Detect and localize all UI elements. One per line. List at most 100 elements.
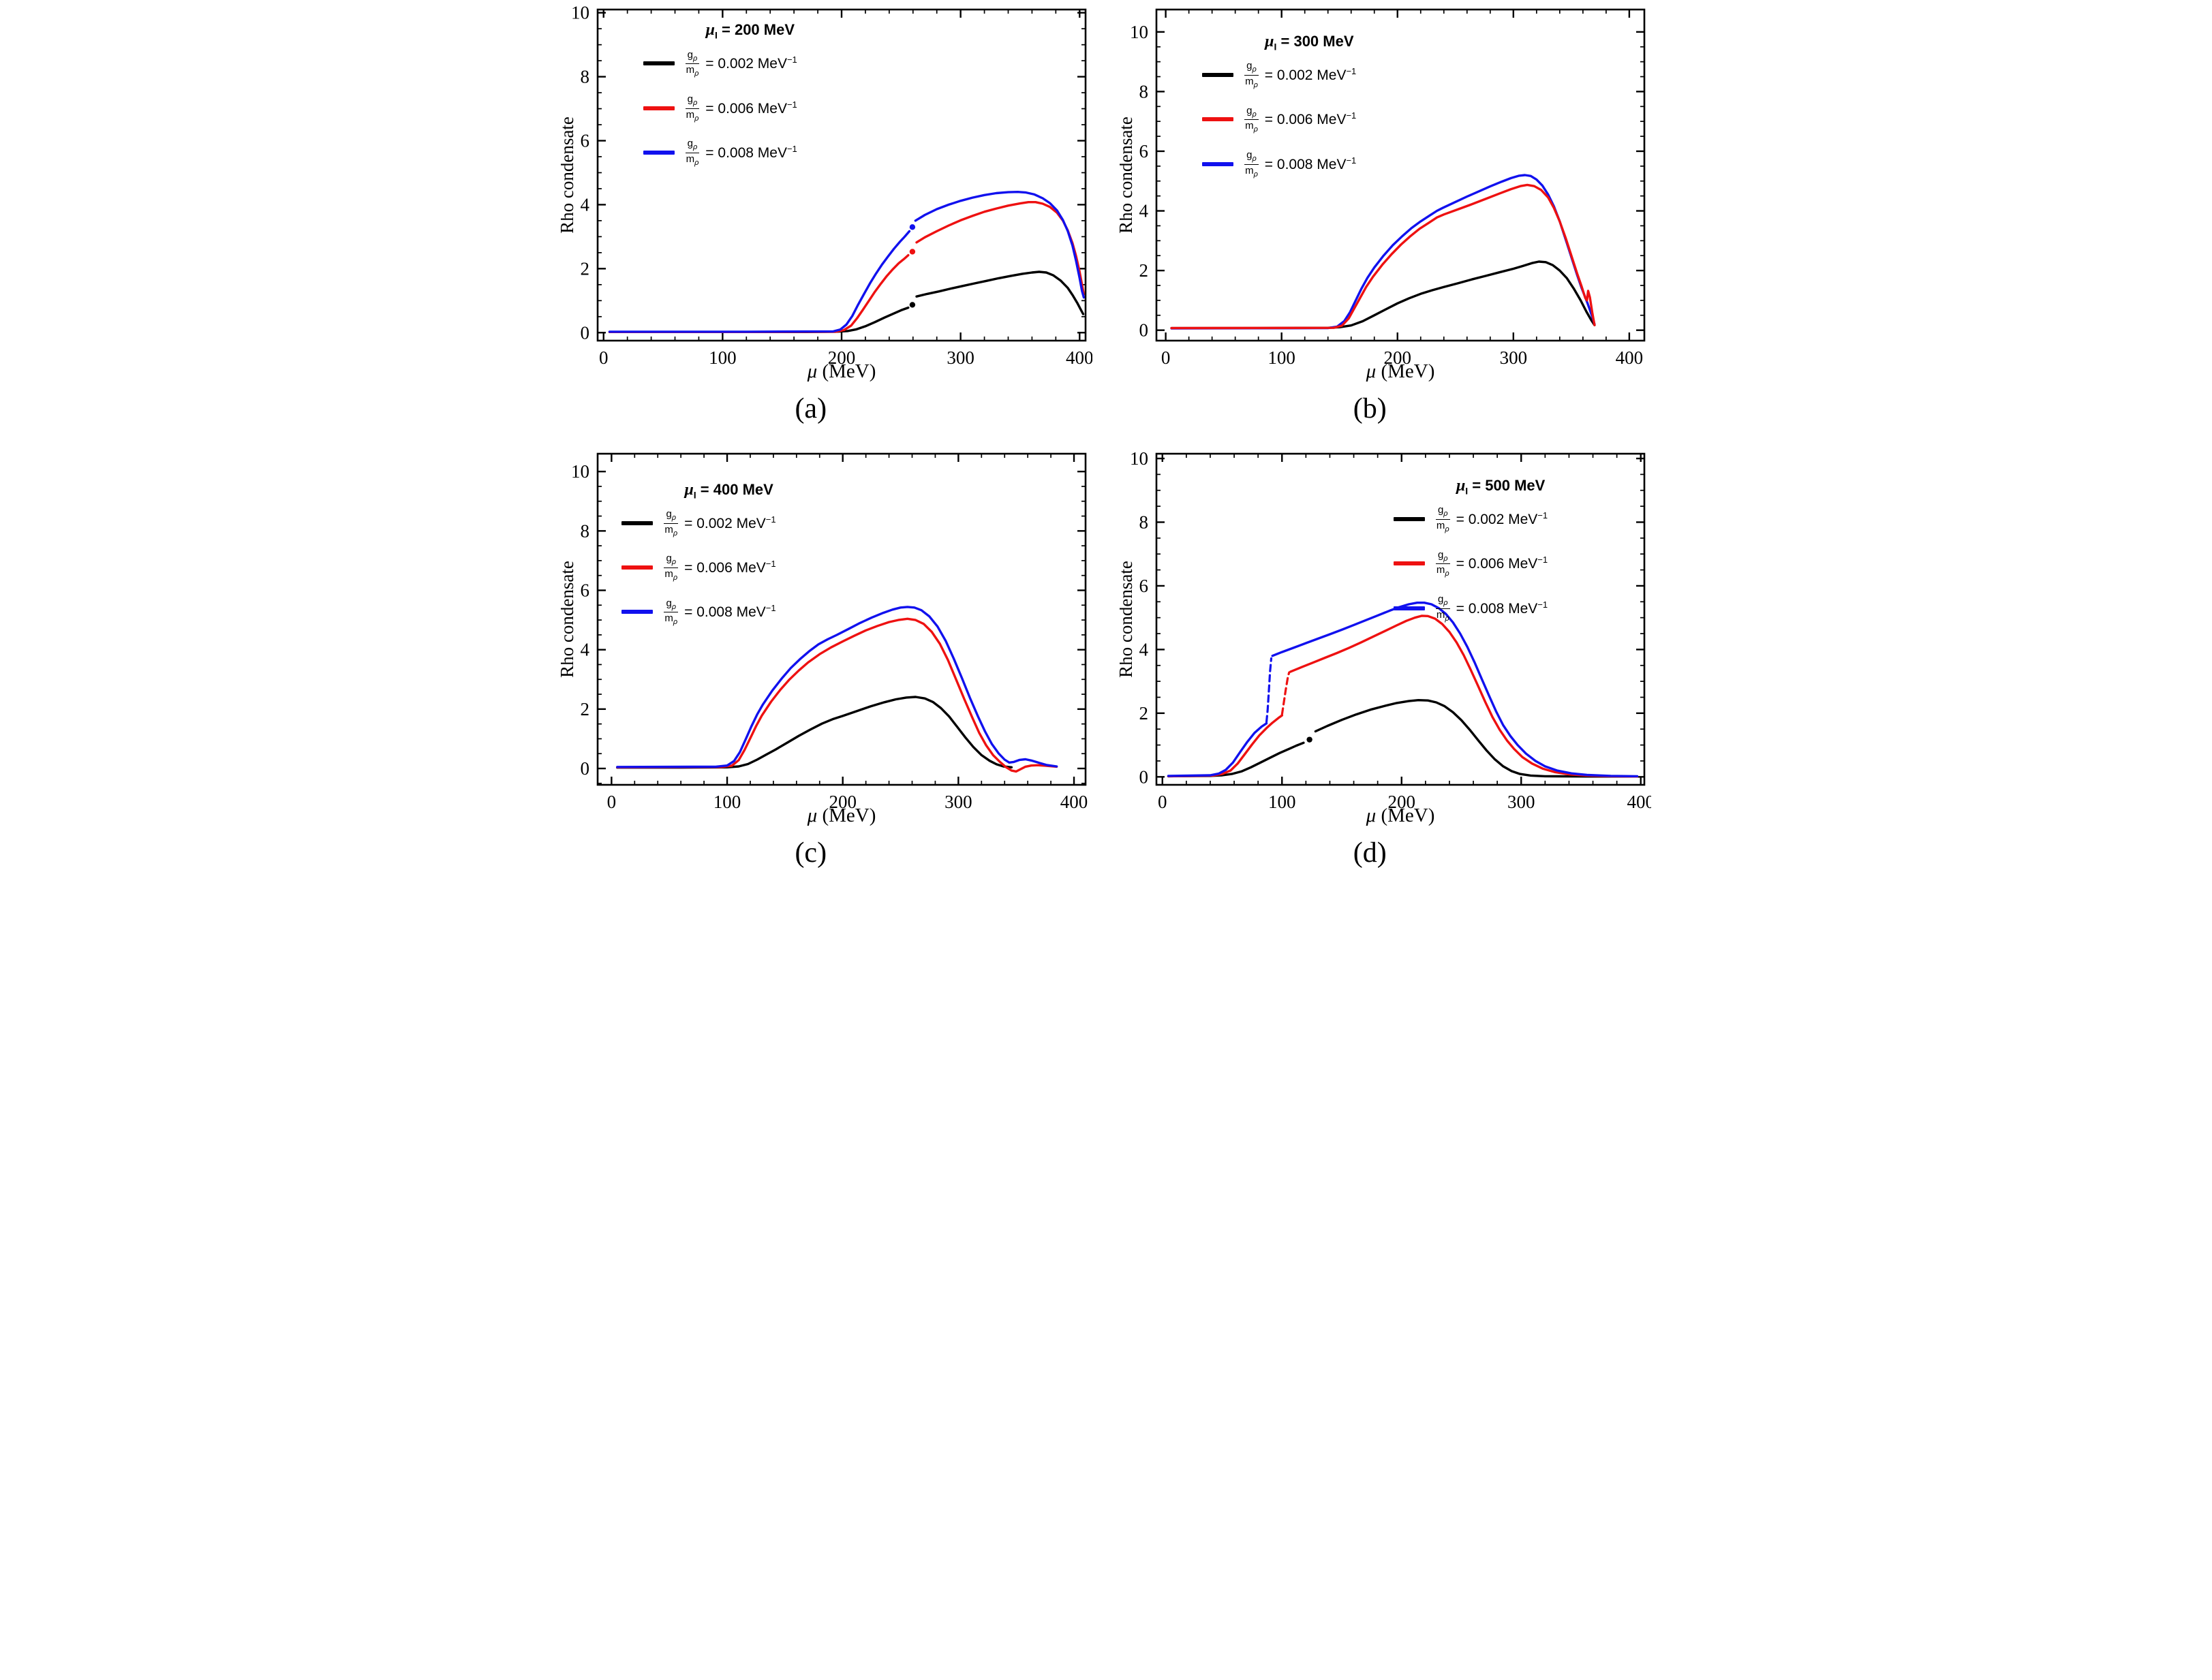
chart-c: 0 100 200 300 400 0 2 4 6 8 10 μ (MeV) Rho condensat…	[561, 452, 1088, 826]
svg-text:6: 6	[580, 131, 589, 151]
svg-text:4: 4	[1139, 201, 1149, 221]
svg-text:400: 400	[1627, 792, 1652, 812]
coupling-value: = 0.008 MeV−1	[1456, 599, 1548, 617]
coupling-fraction: gρ mρ	[664, 553, 679, 582]
coupling-value: = 0.006 MeV−1	[705, 99, 797, 116]
svg-text:0: 0	[1139, 766, 1149, 787]
coupling-fraction: gρ mρ	[1244, 149, 1259, 178]
panel-a: 0 100 200 300 400 0 2 4 6 8 10 μ (MeV) Rho condensat…	[553, 4, 1101, 425]
legend-line-swatch-black	[621, 520, 654, 525]
legend-entry-0.002: gρ mρ = 0.002 MeV−1	[1202, 60, 1356, 89]
chart-b: 0 100 200 300 400 0 2 4 6 8 10 μ (MeV) Rho condensat…	[1120, 8, 1646, 382]
svg-text:100: 100	[709, 347, 737, 368]
svg-text:100: 100	[1268, 792, 1296, 812]
svg-text:300: 300	[947, 347, 974, 368]
svg-text:8: 8	[1139, 81, 1149, 102]
coupling-value: = 0.002 MeV−1	[705, 55, 797, 72]
svg-text:μ (MeV): μ (MeV)	[1366, 360, 1435, 382]
legend-line-swatch-red	[1393, 561, 1425, 566]
coupling-fraction: gρ mρ	[1244, 104, 1259, 134]
coupling-value: = 0.006 MeV−1	[684, 558, 776, 576]
svg-text:200: 200	[828, 347, 856, 368]
legend-entry-0.006: gρ mρ = 0.006 MeV−1	[621, 553, 776, 582]
legend-title: μI = 400 MeV	[684, 480, 773, 500]
coupling-fraction: gρ mρ	[1435, 504, 1450, 534]
svg-text:0: 0	[606, 792, 616, 812]
legend-c: μI = 400 MeV gρ mρ = 0.002 MeV−1 gρ mρ = 0.006…	[621, 480, 776, 642]
svg-text:2: 2	[1139, 703, 1149, 724]
svg-text:0: 0	[580, 322, 589, 343]
svg-text:400: 400	[1616, 347, 1644, 368]
plot-area-a: 0 100 200 300 400 0 2 4 6 8 10 μ (MeV) Rho condensat…	[561, 4, 1092, 386]
svg-text:4: 4	[580, 640, 589, 660]
plot-area-d: 0 100 200 300 400 0 2 4 6 8 10 μ (MeV) Rho condensat…	[1120, 448, 1651, 830]
legend-a: μI = 200 MeV gρ mρ = 0.002 MeV−1 gρ mρ = 0.006…	[643, 21, 797, 182]
legend-line-swatch-blue	[1202, 161, 1234, 166]
coupling-fraction: gρ mρ	[685, 138, 700, 167]
svg-text:Rho condensate: Rho condensate	[1120, 116, 1136, 234]
legend-entry-0.008: gρ mρ = 0.008 MeV−1	[643, 138, 797, 167]
svg-text:10: 10	[1130, 22, 1148, 42]
coupling-fraction: gρ mρ	[664, 597, 679, 627]
coupling-value: = 0.008 MeV−1	[684, 603, 776, 621]
svg-text:2: 2	[580, 258, 589, 279]
coupling-fraction: gρ mρ	[664, 508, 679, 538]
svg-text:8: 8	[580, 520, 589, 541]
plot-area-b: 0 100 200 300 400 0 2 4 6 8 10 μ (MeV) Rho condensat…	[1120, 4, 1651, 386]
svg-text:300: 300	[1507, 792, 1535, 812]
svg-text:4: 4	[580, 194, 589, 215]
svg-text:Rho condensate: Rho condensate	[561, 116, 577, 234]
legend-entry-0.008: gρ mρ = 0.008 MeV−1	[1202, 149, 1356, 178]
legend-entry-0.006: gρ mρ = 0.006 MeV−1	[643, 93, 797, 123]
panel-b: 0 100 200 300 400 0 2 4 6 8 10 μ (MeV) Rho condensat…	[1112, 4, 1659, 425]
legend-title: μI = 500 MeV	[1456, 477, 1546, 497]
coupling-value: = 0.008 MeV−1	[705, 143, 797, 161]
legend-line-swatch-blue	[621, 610, 654, 615]
legend-line-swatch-blue	[1393, 606, 1425, 610]
coupling-fraction: gρ mρ	[685, 93, 700, 123]
svg-text:0: 0	[1161, 347, 1171, 368]
svg-text:6: 6	[580, 580, 589, 601]
legend-line-swatch-red	[643, 106, 675, 110]
svg-text:200: 200	[1388, 792, 1416, 812]
panel-d: 0 100 200 300 400 0 2 4 6 8 10 μ (MeV) Rho condensat…	[1112, 448, 1659, 869]
svg-text:8: 8	[580, 67, 589, 87]
panel-c: 0 100 200 300 400 0 2 4 6 8 10 μ (MeV) Rho condensat…	[553, 448, 1101, 869]
svg-text:400: 400	[1060, 792, 1088, 812]
svg-text:Rho condensate: Rho condensate	[1120, 561, 1136, 678]
svg-text:300: 300	[944, 792, 972, 812]
svg-text:μ (MeV): μ (MeV)	[806, 805, 876, 826]
svg-text:200: 200	[1384, 347, 1412, 368]
coupling-value: = 0.002 MeV−1	[1456, 510, 1548, 528]
legend-d: μI = 500 MeV gρ mρ = 0.002 MeV−1 gρ mρ = 0.006…	[1393, 477, 1548, 638]
svg-text:10: 10	[1130, 448, 1148, 469]
svg-text:100: 100	[713, 792, 741, 812]
legend-entry-0.008: gρ mρ = 0.008 MeV−1	[621, 597, 776, 627]
svg-text:8: 8	[1139, 512, 1149, 532]
svg-text:2: 2	[1139, 260, 1149, 281]
legend-entry-0.002: gρ mρ = 0.002 MeV−1	[1393, 504, 1548, 534]
coupling-value: = 0.006 MeV−1	[1456, 555, 1548, 572]
legend-title: μI = 200 MeV	[705, 21, 795, 41]
svg-text:4: 4	[1139, 639, 1149, 659]
figure-grid: 0 100 200 300 400 0 2 4 6 8 10 μ (MeV) Rho condensat…	[553, 0, 1659, 886]
caption-d: (d)	[1353, 837, 1387, 869]
legend-entry-0.002: gρ mρ = 0.002 MeV−1	[643, 49, 797, 78]
legend-b: μI = 300 MeV gρ mρ = 0.002 MeV−1 gρ mρ = 0.006…	[1202, 33, 1356, 193]
legend-title: μI = 300 MeV	[1265, 33, 1354, 52]
legend-entry-0.002: gρ mρ = 0.002 MeV−1	[621, 508, 776, 538]
svg-text:100: 100	[1268, 347, 1296, 368]
svg-text:6: 6	[1139, 141, 1149, 161]
svg-text:2: 2	[580, 699, 589, 719]
legend-line-swatch-black	[1202, 73, 1234, 78]
svg-text:0: 0	[599, 347, 609, 368]
coupling-value: = 0.002 MeV−1	[684, 514, 776, 531]
svg-text:μ (MeV): μ (MeV)	[1366, 805, 1435, 826]
plot-area-c: 0 100 200 300 400 0 2 4 6 8 10 μ (MeV) Rho condensat…	[561, 448, 1092, 830]
caption-b: (b)	[1353, 393, 1387, 424]
chart-d: 0 100 200 300 400 0 2 4 6 8 10 μ (MeV) Rho condensat…	[1120, 448, 1652, 826]
svg-text:400: 400	[1066, 347, 1092, 368]
legend-line-swatch-black	[643, 61, 675, 66]
legend-line-swatch-blue	[643, 150, 675, 155]
legend-line-swatch-black	[1393, 517, 1425, 522]
